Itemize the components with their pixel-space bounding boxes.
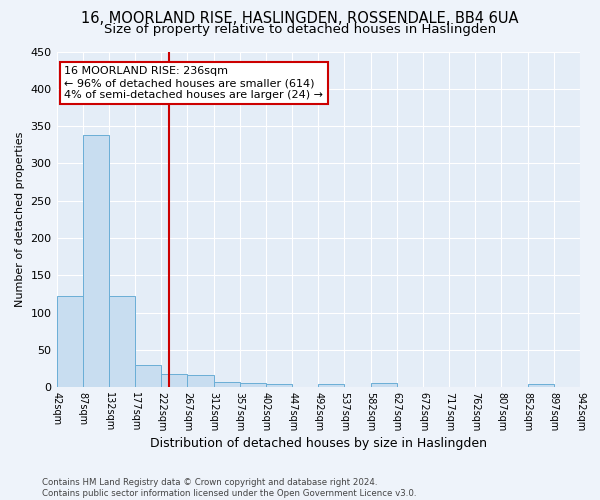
Bar xyxy=(240,384,266,387)
Bar xyxy=(266,384,292,387)
Bar xyxy=(214,382,240,387)
Bar xyxy=(187,375,214,387)
Bar xyxy=(109,296,135,387)
Text: 16 MOORLAND RISE: 236sqm
← 96% of detached houses are smaller (614)
4% of semi-d: 16 MOORLAND RISE: 236sqm ← 96% of detach… xyxy=(64,66,323,100)
Bar xyxy=(161,374,187,387)
Text: Size of property relative to detached houses in Haslingden: Size of property relative to detached ho… xyxy=(104,22,496,36)
Bar xyxy=(371,384,397,387)
Bar xyxy=(83,135,109,387)
X-axis label: Distribution of detached houses by size in Haslingden: Distribution of detached houses by size … xyxy=(150,437,487,450)
Bar xyxy=(56,296,83,387)
Text: Contains HM Land Registry data © Crown copyright and database right 2024.
Contai: Contains HM Land Registry data © Crown c… xyxy=(42,478,416,498)
Y-axis label: Number of detached properties: Number of detached properties xyxy=(15,132,25,307)
Bar xyxy=(527,384,554,387)
Bar xyxy=(318,384,344,387)
Text: 16, MOORLAND RISE, HASLINGDEN, ROSSENDALE, BB4 6UA: 16, MOORLAND RISE, HASLINGDEN, ROSSENDAL… xyxy=(81,11,519,26)
Bar xyxy=(135,366,161,387)
